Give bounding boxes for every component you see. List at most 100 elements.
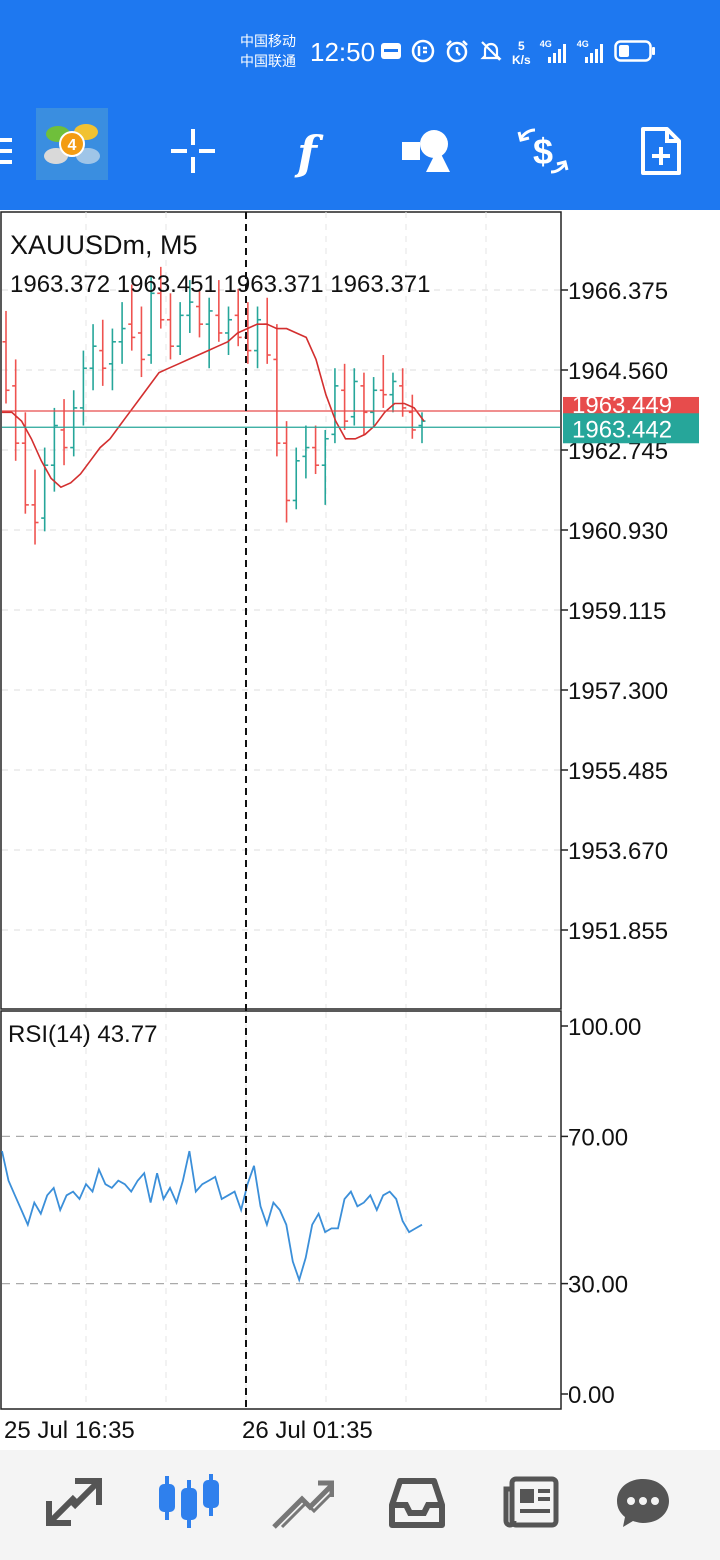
candle bbox=[312, 425, 320, 475]
price-tick-label: 1959.115 bbox=[568, 598, 666, 625]
chat-icon bbox=[613, 1475, 673, 1534]
candle bbox=[360, 372, 368, 435]
candle bbox=[215, 280, 223, 342]
candle bbox=[283, 421, 291, 523]
signal-2-label: 4G bbox=[576, 39, 589, 49]
quotes-icon bbox=[45, 1475, 105, 1534]
price-scale: 1966.3751964.5601962.7451960.9301959.115… bbox=[561, 278, 668, 945]
candle bbox=[399, 368, 407, 417]
chart-tab[interactable] bbox=[154, 1472, 224, 1536]
candle bbox=[147, 275, 155, 364]
candle bbox=[70, 390, 78, 457]
carrier-info: 中国移动 中国联通 bbox=[240, 32, 296, 72]
menu-icon bbox=[0, 134, 18, 173]
rsi-tick-label: 30.00 bbox=[568, 1272, 628, 1299]
candle bbox=[31, 469, 39, 545]
menu-button[interactable] bbox=[0, 118, 28, 188]
objects-button[interactable] bbox=[390, 118, 460, 188]
candle bbox=[273, 324, 281, 457]
history-tab[interactable] bbox=[382, 1472, 452, 1536]
objects-icon bbox=[400, 128, 450, 179]
candle bbox=[292, 447, 300, 510]
candle bbox=[166, 293, 174, 360]
symbol-label: XAUUSDm, M5 bbox=[10, 230, 198, 260]
grid-lines bbox=[2, 212, 560, 1408]
ask-price-tag-bg bbox=[563, 396, 699, 415]
clock: 12:50 bbox=[310, 37, 376, 67]
battery-icon bbox=[613, 39, 656, 67]
carrier-2: 中国联通 bbox=[240, 54, 296, 70]
carrier-1: 中国移动 bbox=[240, 34, 296, 50]
price-tick-label: 1953.670 bbox=[568, 838, 668, 865]
main-toolbar: 4 f $ bbox=[0, 100, 720, 210]
time-label-2: 26 Jul 01:35 bbox=[242, 1417, 373, 1444]
candle bbox=[205, 297, 213, 369]
net-speed-unit: K/s bbox=[512, 53, 531, 67]
candle bbox=[2, 310, 10, 404]
candlestick-chart-icon bbox=[157, 1472, 221, 1537]
rsi-window-frame bbox=[0, 1010, 562, 1410]
ohlc-label: 1963.372 1963.451 1963.371 1963.371 bbox=[10, 271, 430, 298]
price-tick-label: 1957.300 bbox=[568, 678, 668, 705]
bottom-navigation bbox=[0, 1450, 720, 1560]
rsi-tick-label: 0.00 bbox=[568, 1382, 615, 1409]
candle bbox=[128, 284, 136, 351]
mt4-logo-number: 4 bbox=[68, 137, 77, 154]
candle bbox=[157, 266, 165, 329]
mt4-logo-icon: 4 bbox=[36, 107, 108, 185]
candle bbox=[41, 447, 49, 532]
price-tick-label: 1964.560 bbox=[568, 358, 668, 385]
candle bbox=[50, 407, 58, 492]
mt4-logo-button[interactable]: 4 bbox=[36, 107, 108, 185]
candle bbox=[370, 377, 378, 426]
candle bbox=[99, 319, 107, 386]
candle bbox=[89, 324, 97, 391]
rsi-scale: 100.00 70.00 30.00 0.00 bbox=[561, 1014, 641, 1409]
candle bbox=[195, 288, 203, 338]
rsi-line bbox=[1, 1150, 423, 1283]
status-icons: 5 K/s 4G 4G bbox=[380, 36, 656, 70]
candle bbox=[79, 350, 87, 426]
news-icon bbox=[502, 1475, 560, 1534]
signal-1-icon: 4G bbox=[539, 39, 568, 65]
candle bbox=[60, 399, 68, 466]
alarm-icon bbox=[444, 39, 470, 68]
indicators-icon: f bbox=[297, 126, 317, 180]
candle bbox=[137, 306, 145, 378]
quotes-tab[interactable] bbox=[40, 1472, 110, 1536]
moving-average-line bbox=[2, 323, 425, 489]
chat-tab[interactable] bbox=[608, 1472, 678, 1536]
rsi-tick-label: 70.00 bbox=[568, 1124, 628, 1151]
crosshair-button[interactable] bbox=[158, 118, 228, 188]
candle bbox=[254, 306, 262, 369]
chart-canvas[interactable]: 1966.3751964.5601962.7451960.9301959.115… bbox=[0, 210, 720, 1450]
new-order-button[interactable] bbox=[626, 118, 696, 188]
chart-window[interactable]: 1966.375 1964.560 1962.745 1960.930 1959.115… bbox=[0, 210, 720, 1450]
candle bbox=[302, 425, 310, 479]
candle bbox=[186, 280, 194, 333]
candle bbox=[234, 288, 242, 347]
news-tab[interactable] bbox=[496, 1472, 566, 1536]
time-label-1: 25 Jul 16:35 bbox=[4, 1417, 135, 1444]
candle bbox=[108, 328, 116, 391]
bid-price-tag-bg bbox=[563, 413, 699, 444]
signal-2-icon: 4G bbox=[576, 39, 605, 65]
signal-1-label: 4G bbox=[539, 39, 552, 49]
candle bbox=[341, 363, 349, 430]
candle bbox=[379, 355, 387, 408]
candles bbox=[2, 266, 426, 545]
candle bbox=[408, 394, 416, 439]
candle bbox=[118, 302, 126, 364]
trade-tab[interactable] bbox=[268, 1472, 338, 1536]
indicators-button[interactable]: f bbox=[272, 118, 342, 188]
price-tick-label: 1955.485 bbox=[568, 758, 668, 785]
one-click-trading-button[interactable]: $ bbox=[508, 118, 578, 188]
net-speed: 5 K/s bbox=[512, 39, 531, 67]
silent-icon bbox=[479, 39, 503, 68]
svg-text:$: $ bbox=[533, 131, 553, 172]
net-speed-value: 5 bbox=[518, 39, 525, 53]
huawei-share-icon bbox=[380, 41, 402, 66]
candle bbox=[176, 302, 184, 356]
candle bbox=[331, 368, 339, 444]
trade-icon bbox=[272, 1475, 335, 1534]
